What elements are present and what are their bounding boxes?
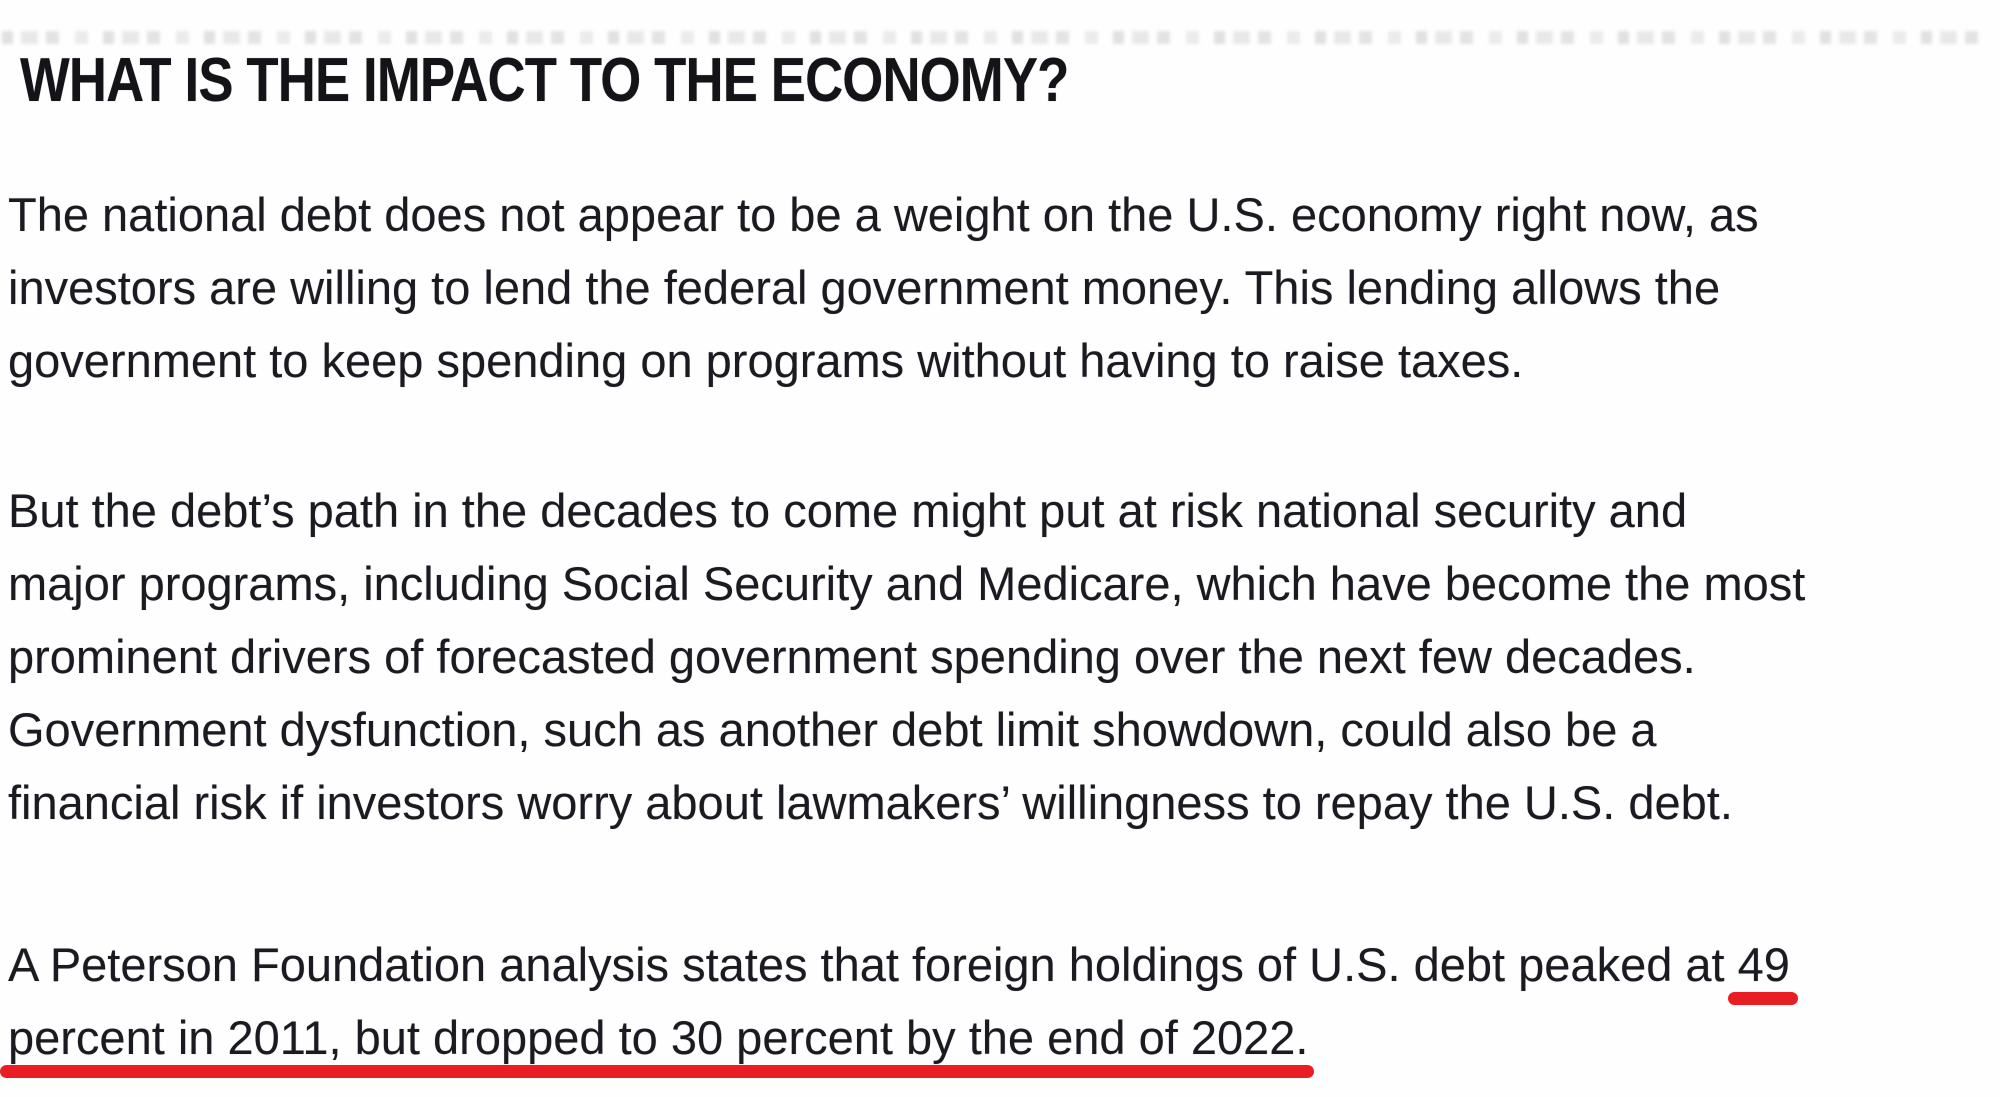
paragraph-1: The national debt does not appear to be … xyxy=(8,178,2000,397)
text-line: A Peterson Foundation analysis states th… xyxy=(8,928,2000,1001)
text-line: prominent drivers of forecasted governme… xyxy=(8,630,1696,683)
text-line: The national debt does not appear to be … xyxy=(8,188,1759,241)
text-line: percent in 2011, but dropped to 30 perce… xyxy=(8,1001,2000,1074)
paragraph-3: A Peterson Foundation analysis states th… xyxy=(8,928,2000,1074)
text-line: government to keep spending on programs … xyxy=(8,334,1524,387)
red-underlined-text: 49 xyxy=(1737,938,1790,991)
text-line: Government dysfunction, such as another … xyxy=(8,703,1657,756)
section-heading: WHAT IS THE IMPACT TO THE ECONOMY? xyxy=(20,46,1069,115)
red-underlined-text: percent in 2011, but dropped to 30 perce… xyxy=(8,1011,1309,1064)
cropped-text-remnant xyxy=(2,31,1994,44)
paragraph-2: But the debt’s path in the decades to co… xyxy=(8,474,2000,839)
text-line: major programs, including Social Securit… xyxy=(8,557,1806,610)
text-line: financial risk if investors worry about … xyxy=(8,776,1733,829)
text-segment: A Peterson Foundation analysis states th… xyxy=(8,938,1738,991)
text-line: investors are willing to lend the federa… xyxy=(8,261,1721,314)
text-line: But the debt’s path in the decades to co… xyxy=(8,484,1688,537)
